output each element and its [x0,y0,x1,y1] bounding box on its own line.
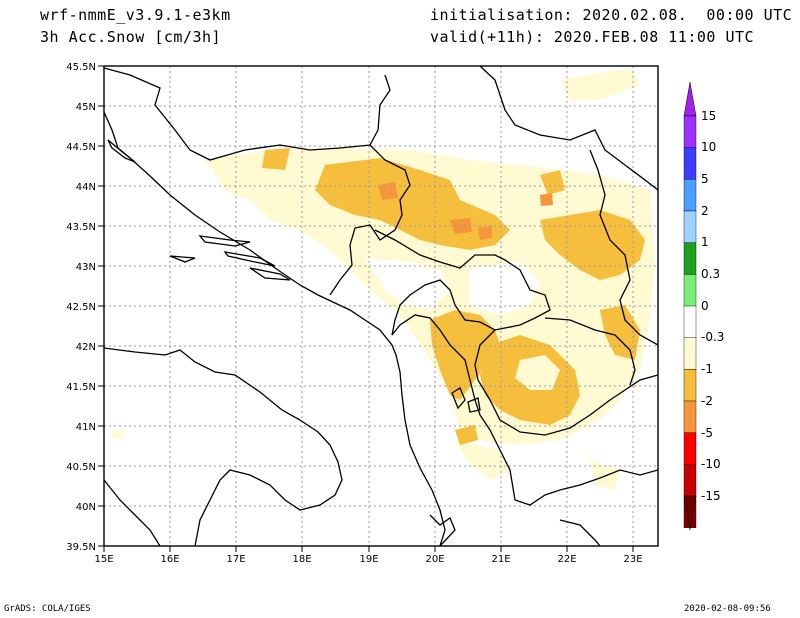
colorbar-swatch [683,369,697,402]
colorbar-label: 0.3 [701,267,720,281]
snow-field [112,68,655,490]
colorbar-swatch [683,400,697,433]
coastlines-borders [104,66,658,546]
lon-label: 23E [623,554,642,565]
model-name: wrf-nmmE_v3.9.1-e3km [40,6,231,24]
lon-axis: 15E 16E 17E 18E 19E 20E 21E 22E 23E [94,546,643,565]
colorbar-label: -5 [701,426,713,440]
colorbar: 15 10 5 2 1 0.3 0 -0.3 -1 -2 -5 -10 -15 [683,81,724,531]
colorbar-label: -10 [701,457,721,471]
lat-label: 45N [76,102,96,113]
colorbar-bottom-arrow [683,495,697,531]
colorbar-swatch [683,305,697,338]
colorbar-label: -2 [701,394,713,408]
colorbar-label: -0.3 [701,330,724,344]
lat-label: 44.5N [66,142,96,153]
lat-label: 41N [76,422,96,433]
colorbar-label: 0 [701,299,709,313]
lon-label: 15E [94,554,113,565]
footer-credit: GrADS: COLA/IGES [4,604,91,614]
lon-label: 22E [557,554,576,565]
colorbar-swatch [683,179,697,212]
footer-timestamp: 2020-02-08-09:56 [684,604,771,614]
lon-label: 19E [359,554,378,565]
colorbar-swatch [683,147,697,180]
lat-label: 43N [76,262,96,273]
lon-label: 18E [292,554,311,565]
colorbar-swatch [683,115,697,148]
colorbar-swatch [683,432,697,465]
lat-label: 40.5N [66,462,96,473]
lat-label: 39.5N [66,542,96,553]
colorbar-label: 10 [701,140,716,154]
colorbar-swatch [683,242,697,275]
colorbar-swatch [683,464,697,497]
colorbar-label: 2 [701,204,709,218]
lon-label: 21E [491,554,510,565]
colorbar-label: 15 [701,109,716,123]
colorbar-label: -15 [701,489,721,503]
lon-label: 17E [226,554,245,565]
lat-axis: 45.5N 45N 44.5N 44N 43.5N 43N 42.5N 42N … [66,62,104,553]
lat-label: 40N [76,502,96,513]
colorbar-label: -1 [701,362,713,376]
valid-time: valid(+11h): 2020.FEB.08 11:00 UTC [430,28,755,46]
colorbar-swatch [683,210,697,243]
initialisation-time: initialisation: 2020.02.08. 00:00 UTC [430,6,793,24]
colorbar-label: 5 [701,172,709,186]
colorbar-top-arrow [683,81,697,117]
lat-label: 43.5N [66,222,96,233]
lon-label: 16E [160,554,179,565]
map-grid [104,66,658,546]
lat-label: 41.5N [66,382,96,393]
lat-label: 42.5N [66,302,96,313]
lat-label: 42N [76,342,96,353]
lat-label: 45.5N [66,62,96,73]
lat-label: 44N [76,182,96,193]
variable-label: 3h Acc.Snow [cm/3h] [40,28,222,46]
colorbar-swatch [683,274,697,307]
colorbar-swatch [683,337,697,370]
colorbar-label: 1 [701,235,709,249]
lon-label: 20E [425,554,444,565]
